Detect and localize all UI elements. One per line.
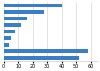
Bar (4, 4, 62, 7)
Bar (4, 10, 44, 14)
Bar (4, 36, 11, 40)
Bar (4, 23, 21, 27)
Bar (4, 56, 79, 60)
Bar (4, 30, 15, 33)
Bar (4, 43, 9, 47)
Bar (4, 49, 88, 53)
Bar (4, 17, 27, 20)
